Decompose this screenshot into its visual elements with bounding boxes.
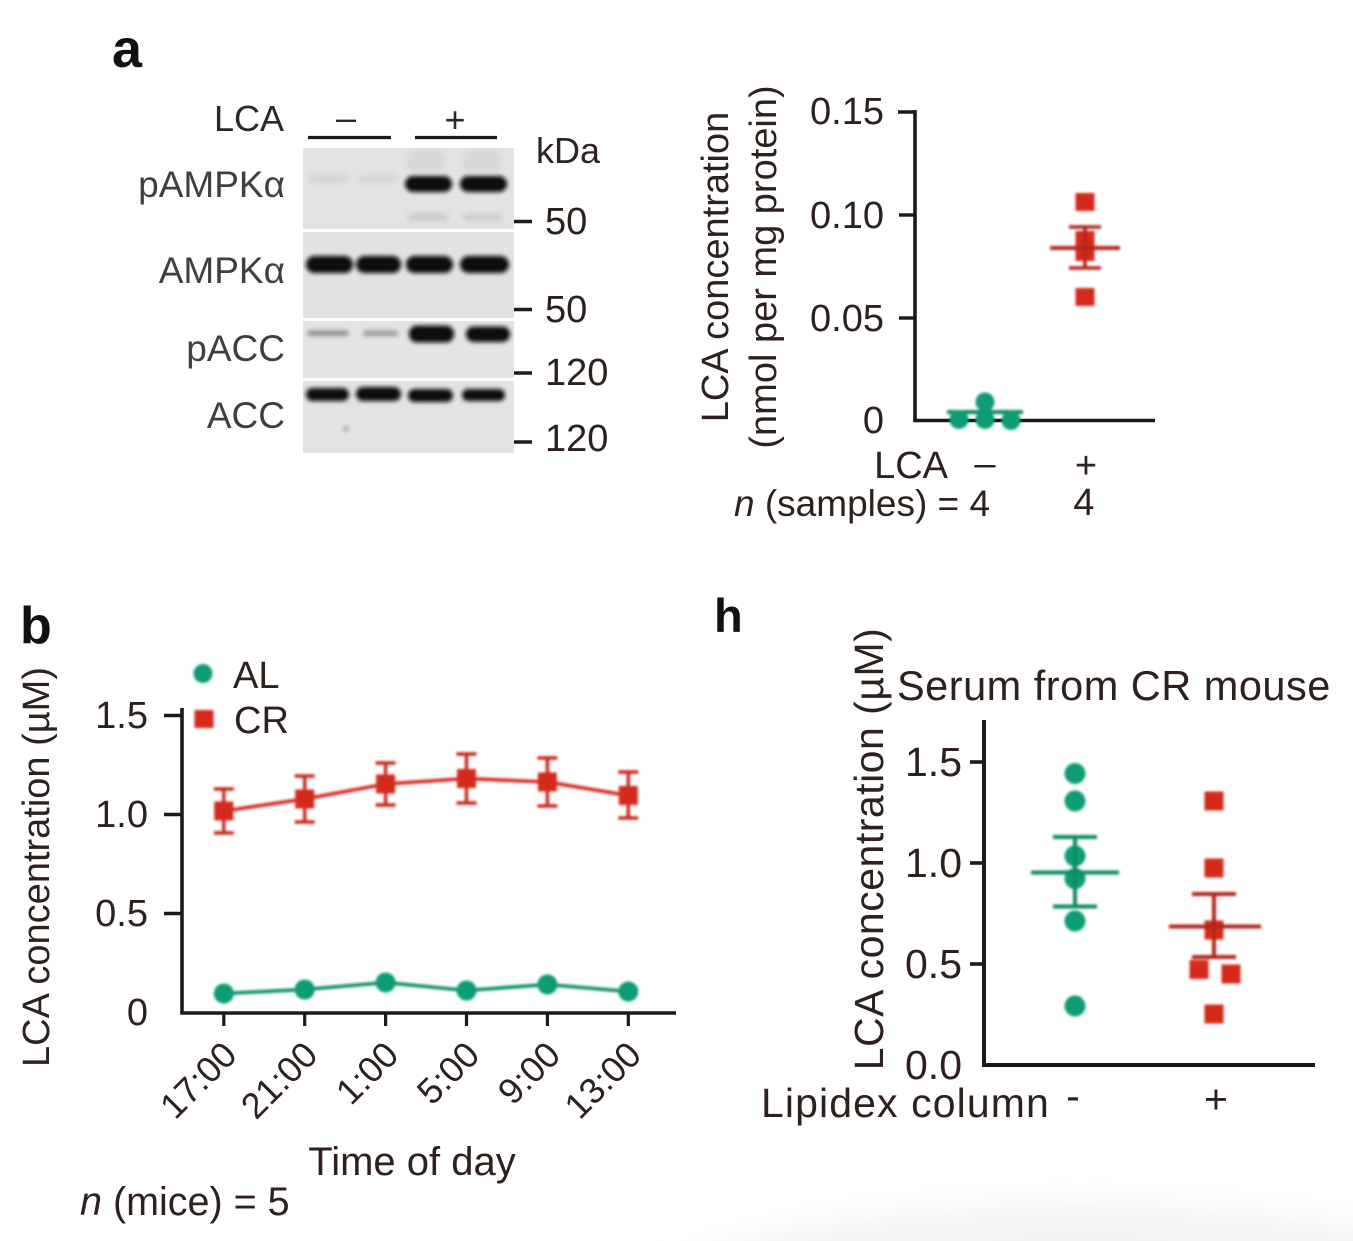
svg-text:1.5: 1.5 — [95, 695, 148, 737]
svg-text:0.5: 0.5 — [905, 941, 962, 987]
svg-text:h: h — [714, 589, 743, 642]
svg-text:Time of day: Time of day — [308, 1140, 515, 1184]
svg-text:b: b — [20, 597, 52, 655]
svg-text:0.15: 0.15 — [810, 91, 884, 133]
svg-text:a: a — [112, 19, 143, 79]
svg-text:AMPKα: AMPKα — [159, 250, 285, 291]
svg-text:+: + — [1075, 445, 1097, 487]
svg-text:1.0: 1.0 — [905, 840, 962, 886]
svg-text:pACC: pACC — [186, 328, 285, 369]
svg-text:(nmol per mg protein): (nmol per mg protein) — [743, 85, 785, 448]
svg-text:21:00: 21:00 — [233, 1034, 326, 1127]
svg-text:AL: AL — [233, 655, 279, 697]
svg-text:pAMPKα: pAMPKα — [138, 164, 285, 205]
svg-text:n (mice) = 5: n (mice) = 5 — [80, 1180, 290, 1224]
svg-text:1.5: 1.5 — [905, 739, 962, 785]
svg-text:50: 50 — [545, 289, 587, 331]
svg-text:17:00: 17:00 — [152, 1034, 245, 1127]
svg-text:0.0: 0.0 — [905, 1042, 962, 1088]
svg-text:LCA: LCA — [214, 98, 284, 139]
svg-text:–: – — [336, 97, 356, 138]
svg-text:kDa: kDa — [536, 130, 601, 171]
svg-text:LCA concentration: LCA concentration — [695, 112, 737, 423]
svg-text:n (samples) = 4: n (samples) = 4 — [734, 483, 990, 524]
svg-text:LCA concentration (µM): LCA concentration (µM) — [846, 628, 892, 1071]
svg-text:5:00: 5:00 — [409, 1034, 488, 1113]
svg-text:0.05: 0.05 — [810, 298, 884, 340]
svg-text:1:00: 1:00 — [328, 1034, 407, 1113]
svg-text:1.0: 1.0 — [95, 794, 148, 836]
svg-text:0.5: 0.5 — [95, 893, 148, 935]
svg-text:LCA: LCA — [874, 445, 949, 487]
svg-text:ACC: ACC — [207, 395, 285, 436]
svg-text:Lipidex column: Lipidex column — [761, 1080, 1050, 1126]
svg-text:CR: CR — [234, 700, 289, 742]
svg-text:50: 50 — [545, 201, 587, 243]
svg-text:-: - — [1066, 1073, 1080, 1119]
svg-text:9:00: 9:00 — [490, 1034, 569, 1113]
svg-text:4: 4 — [1073, 482, 1094, 524]
svg-text:–: – — [974, 443, 996, 485]
svg-text:LCA concentration (µM): LCA concentration (µM) — [16, 667, 58, 1067]
svg-text:0.10: 0.10 — [810, 195, 884, 237]
svg-text:+: + — [1204, 1076, 1228, 1122]
svg-text:0: 0 — [127, 992, 148, 1034]
svg-text:+: + — [444, 99, 465, 140]
svg-text:120: 120 — [545, 418, 608, 460]
svg-text:Serum from CR mouse: Serum from CR mouse — [897, 662, 1331, 709]
svg-text:13:00: 13:00 — [556, 1034, 649, 1127]
svg-text:120: 120 — [545, 352, 608, 394]
svg-text:0: 0 — [863, 400, 884, 442]
